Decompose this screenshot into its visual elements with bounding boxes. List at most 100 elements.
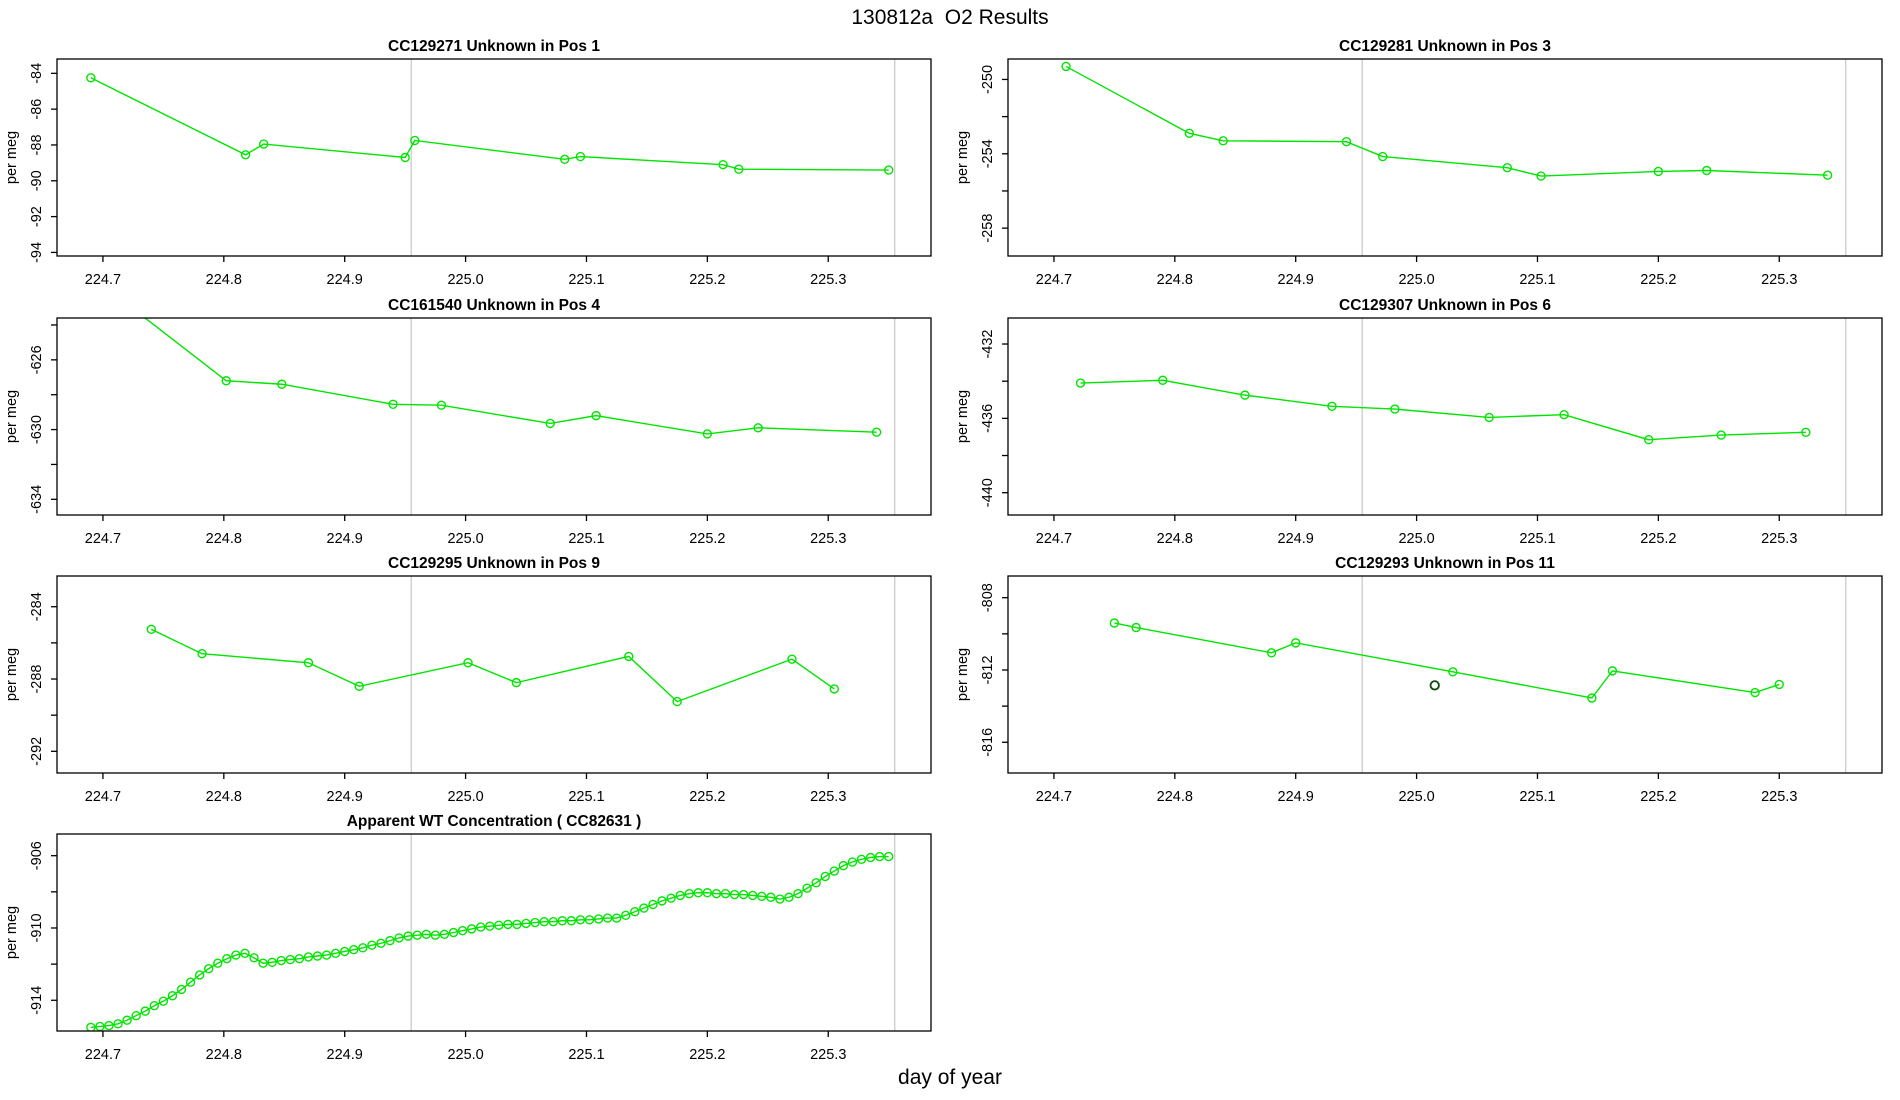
x-tick-label: 225.1 — [568, 272, 604, 288]
subplot-chart-2: 224.7 224.8 224.9 225.0 225.1 225.2 225.3 -250 -… — [955, 38, 1883, 288]
x-tick-label: 224.9 — [327, 531, 363, 547]
data-point-marker — [829, 866, 839, 876]
data-point-marker — [367, 940, 377, 950]
x-tick-label: 224.9 — [1278, 272, 1314, 288]
data-point-marker — [1184, 128, 1195, 139]
y-axis-label: per meg — [955, 131, 971, 184]
x-tick-label: 225.1 — [568, 531, 604, 547]
data-point-marker — [775, 894, 785, 904]
panel-border — [1007, 58, 1883, 257]
data-point-marker — [1559, 409, 1569, 420]
data-point-marker — [410, 135, 420, 146]
x-tick-label: 224.9 — [327, 1047, 363, 1063]
data-point-marker — [421, 929, 432, 940]
x-tick-label: 225.0 — [1398, 531, 1434, 547]
x-tick-label: 224.9 — [327, 789, 363, 805]
data-point-marker — [185, 977, 196, 987]
data-point-marker — [575, 151, 586, 162]
y-tick-label: -292 — [29, 737, 45, 766]
data-series — [86, 73, 894, 175]
data-point-marker — [591, 410, 601, 421]
data-point-marker — [1801, 427, 1811, 437]
x-tick-label: 225.3 — [810, 531, 846, 547]
data-point-marker — [856, 854, 867, 865]
data-point-marker — [485, 921, 495, 931]
panel-border — [1007, 317, 1883, 516]
y-tick-label: -88 — [29, 134, 45, 155]
y-tick-label: -250 — [980, 65, 996, 94]
data-point-marker — [718, 159, 728, 170]
x-tick-label: 224.7 — [85, 531, 121, 547]
x-axis-label: day of year — [898, 1066, 1002, 1089]
x-tick-label: 225.0 — [447, 531, 483, 547]
y-tick-label: -86 — [29, 99, 45, 120]
y-axis-label: per meg — [4, 648, 20, 701]
data-point-marker — [303, 658, 314, 668]
panel-title: CC161540 Unknown in Pos 4 — [388, 297, 600, 314]
data-series — [86, 851, 894, 1031]
data-point-marker — [340, 946, 350, 957]
data-point-marker — [1484, 412, 1494, 423]
x-tick-label: 225.3 — [810, 789, 846, 805]
x-tick-label: 225.1 — [568, 1047, 604, 1063]
data-point-marker — [802, 883, 812, 893]
data-point-marker — [757, 891, 767, 902]
data-series — [1109, 618, 1784, 703]
data-point-marker — [584, 915, 595, 925]
x-tick-label: 224.8 — [206, 789, 242, 805]
data-point-marker — [385, 935, 395, 946]
data-point-marker — [753, 423, 763, 433]
data-point-marker — [457, 925, 468, 936]
data-point-marker — [122, 1015, 132, 1025]
data-point-marker — [330, 948, 341, 958]
data-point-marker — [539, 916, 549, 927]
data-point-marker — [466, 924, 477, 934]
data-point-marker — [303, 952, 314, 962]
data-point-marker — [258, 958, 268, 968]
data-point-marker — [249, 953, 259, 963]
data-point-marker — [684, 888, 694, 899]
x-tick-label: 224.7 — [85, 1047, 121, 1063]
data-point-marker — [158, 996, 169, 1006]
data-point-marker — [1341, 137, 1352, 147]
data-point-marker — [1075, 378, 1086, 388]
series-line — [90, 855, 889, 1029]
x-tick-label: 224.7 — [1036, 789, 1072, 805]
panel-title: CC129281 Unknown in Pos 3 — [1339, 38, 1551, 55]
data-point-marker — [1822, 170, 1833, 180]
figure-title: 130812a O2 Results — [851, 6, 1049, 29]
data-point-marker — [1643, 435, 1654, 445]
data-point-marker — [213, 958, 223, 968]
y-tick-label: -288 — [29, 665, 45, 694]
data-point-marker — [259, 139, 269, 149]
data-point-marker — [545, 418, 555, 429]
data-point-marker — [766, 892, 776, 902]
y-tick-label: -90 — [29, 170, 45, 191]
y-tick-label: -94 — [29, 242, 45, 263]
data-point-marker — [463, 658, 473, 668]
y-tick-label: -258 — [980, 214, 996, 243]
y-tick-label: -92 — [29, 206, 45, 227]
x-tick-label: 225.0 — [1398, 272, 1434, 288]
data-point-marker — [602, 913, 613, 923]
x-tick-label: 225.2 — [689, 789, 725, 805]
data-point-marker — [1131, 622, 1141, 633]
x-tick-label: 224.7 — [85, 272, 121, 288]
data-point-marker — [354, 681, 364, 691]
data-point-marker — [747, 890, 758, 901]
data-point-marker — [131, 1010, 141, 1021]
data-point-marker — [1291, 638, 1301, 648]
data-point-marker — [1536, 171, 1546, 181]
data-series — [1075, 375, 1811, 445]
x-tick-label: 225.2 — [689, 1047, 725, 1063]
y-tick-label: -910 — [29, 913, 45, 942]
data-point-marker — [167, 991, 178, 1001]
data-point-marker — [871, 427, 882, 437]
panel-border — [56, 833, 932, 1032]
data-point-marker — [657, 896, 667, 906]
data-point-marker — [403, 931, 413, 941]
data-point-marker — [222, 954, 232, 964]
x-tick-label: 225.2 — [1640, 272, 1676, 288]
y-axis-label: per meg — [4, 131, 20, 184]
